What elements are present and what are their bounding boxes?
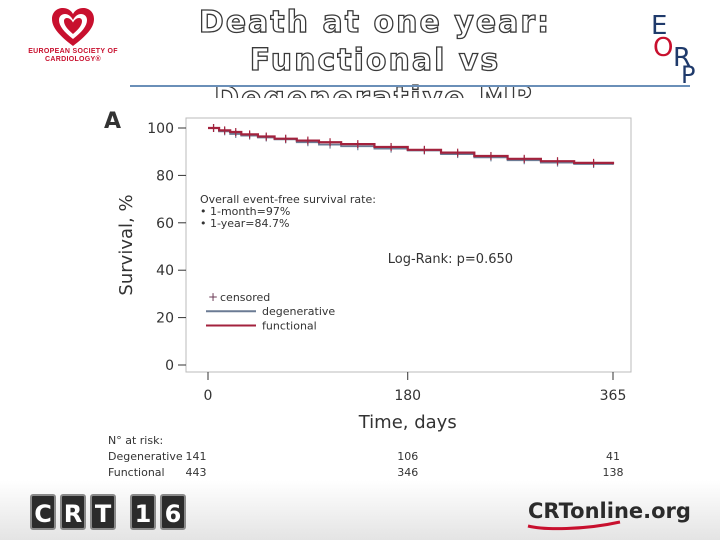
legend-functional-label: functional — [262, 319, 317, 332]
logrank-annotation: Log-Rank: p=0.650 — [388, 252, 513, 267]
plot-frame — [185, 117, 632, 373]
series-line-functional — [208, 126, 615, 165]
y-axis-label: Survival, % — [116, 194, 137, 295]
at-risk-functional-day180: 346 — [397, 466, 418, 479]
crtonline-text: CRTonline.org — [528, 499, 691, 523]
series-layer — [208, 124, 615, 169]
y-tick-label-20: 20 — [156, 311, 174, 327]
y-tick-label-60: 60 — [156, 216, 174, 232]
at-risk-heading: N° at risk: — [108, 434, 163, 447]
km-chart: A 0 20 40 60 80 100 0 180 365 Survival, % Time,… — [96, 98, 656, 480]
panel-label: A — [104, 109, 121, 134]
at-risk-degenerative-label: Degenerative — [108, 450, 183, 463]
x-tick-label-0: 0 — [204, 388, 213, 404]
at-risk-degenerative-day180: 106 — [397, 450, 418, 463]
series-line-degenerative — [208, 127, 614, 165]
esc-heart-icon — [52, 8, 94, 46]
crt16-logo: C R T 1 6 — [30, 494, 186, 532]
y-tick-label-40: 40 — [156, 263, 174, 279]
at-risk-degenerative-day365: 41 — [606, 450, 620, 463]
annotation-heading: Overall event-free survival rate: — [200, 193, 376, 206]
at-risk-functional-day365: 138 — [603, 466, 624, 479]
crt16-tile-t: T — [90, 494, 116, 530]
at-risk-degenerative-day0: 141 — [186, 450, 207, 463]
crt16-tile-c: C — [30, 494, 56, 530]
annotation-bullet-1-month: • 1-month=97% — [200, 205, 290, 218]
eorp-letter-r: R — [673, 43, 691, 73]
x-tick-label-180: 180 — [394, 388, 421, 404]
crt16-tile-1: 1 — [130, 494, 156, 530]
crt16-tile-6: 6 — [160, 494, 186, 530]
legend-censored-marker: + — [208, 290, 218, 304]
crtonline-logo: CRTonline.org — [524, 492, 704, 532]
crtonline-swoosh-icon — [527, 520, 621, 531]
annotation-bullet-1-year: • 1-year=84.7% — [200, 217, 289, 230]
at-risk-functional-day0: 443 — [186, 466, 207, 479]
legend: + censored degenerative functional — [206, 290, 335, 332]
km-chart-svg: A 0 20 40 60 80 100 0 180 365 Survival, % Time,… — [104, 109, 632, 479]
eorp-letter-p: P — [681, 61, 695, 84]
crt16-tile-r: R — [60, 494, 86, 530]
x-axis: 0 180 365 — [204, 372, 627, 404]
y-axis: 0 20 40 60 80 100 — [147, 121, 186, 374]
y-tick-label-80: 80 — [156, 168, 174, 184]
header-divider — [130, 85, 690, 87]
x-tick-label-365: 365 — [600, 388, 627, 404]
eorp-letter-o: O — [653, 33, 673, 63]
at-risk-table: N° at risk: Degenerative Functional 141 … — [108, 434, 624, 479]
y-tick-label-100: 100 — [147, 121, 174, 137]
esc-logo-text: EUROPEAN SOCIETY OF CARDIOLOGY® — [28, 48, 118, 63]
legend-censored-label: censored — [220, 291, 270, 304]
y-tick-label-0: 0 — [165, 358, 174, 374]
title-line-1: Death at one year: — [198, 4, 552, 40]
footer-band — [0, 480, 720, 540]
x-axis-label: Time, days — [358, 412, 457, 433]
eorp-logo: E O R P — [645, 8, 715, 89]
legend-degenerative-label: degenerative — [262, 305, 335, 318]
esc-logo: EUROPEAN SOCIETY OF CARDIOLOGY® — [18, 6, 128, 86]
eorp-letter-e: E — [651, 11, 667, 41]
at-risk-functional-label: Functional — [108, 466, 165, 479]
